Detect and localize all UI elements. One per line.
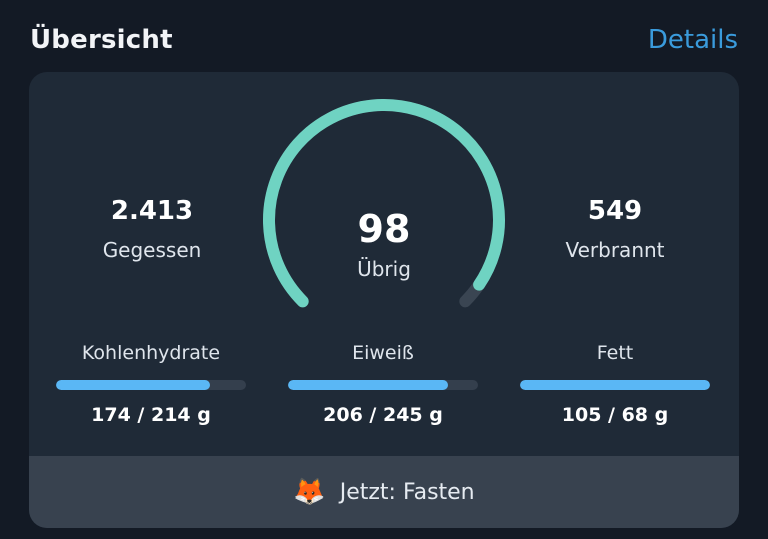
macro-carbs: Kohlenhydrate 174 / 214 g — [56, 342, 246, 426]
macro-protein-label: Eiweiß — [352, 342, 414, 364]
eaten-stat: 2.413 Gegessen — [52, 196, 252, 262]
gauge-fill — [263, 99, 505, 308]
fox-icon: 🦊 — [293, 477, 326, 507]
macro-fat-bar — [520, 380, 710, 390]
macro-carbs-label: Kohlenhydrate — [81, 342, 221, 364]
eaten-label: Gegessen — [102, 238, 202, 262]
overview-card: 2.413 Gegessen 98 Übrig 549 Verbrannt Ko… — [29, 72, 739, 528]
macro-carbs-fill — [56, 380, 211, 390]
macro-carbs-bar — [56, 380, 246, 390]
remaining-gauge: 98 Übrig — [254, 95, 514, 355]
burned-value: 549 — [587, 196, 643, 226]
fasting-status-button[interactable]: 🦊 Jetzt: Fasten — [29, 456, 739, 528]
details-link[interactable]: Details — [647, 25, 738, 55]
macro-protein-value: 206 / 245 g — [323, 404, 443, 426]
macro-protein-fill — [288, 380, 448, 390]
gauge-center: 98 Übrig — [254, 207, 514, 281]
macro-carbs-value: 174 / 214 g — [91, 404, 211, 426]
remaining-value: 98 — [357, 207, 411, 251]
fasting-status-label: Jetzt: Fasten — [339, 479, 475, 505]
macro-protein-bar — [288, 380, 478, 390]
burned-stat: 549 Verbrannt — [515, 196, 715, 262]
macro-fat-fill — [520, 380, 710, 390]
burned-label: Verbrannt — [565, 238, 665, 262]
macro-fat: Fett 105 / 68 g — [520, 342, 710, 426]
page-title: Übersicht — [30, 25, 173, 55]
macro-protein: Eiweiß 206 / 245 g — [288, 342, 478, 426]
eaten-value: 2.413 — [110, 196, 194, 226]
gauge-svg — [263, 99, 505, 308]
remaining-label: Übrig — [357, 257, 411, 281]
header: Übersicht Details — [30, 18, 738, 62]
macro-fat-label: Fett — [596, 342, 634, 364]
macro-fat-value: 105 / 68 g — [561, 404, 669, 426]
